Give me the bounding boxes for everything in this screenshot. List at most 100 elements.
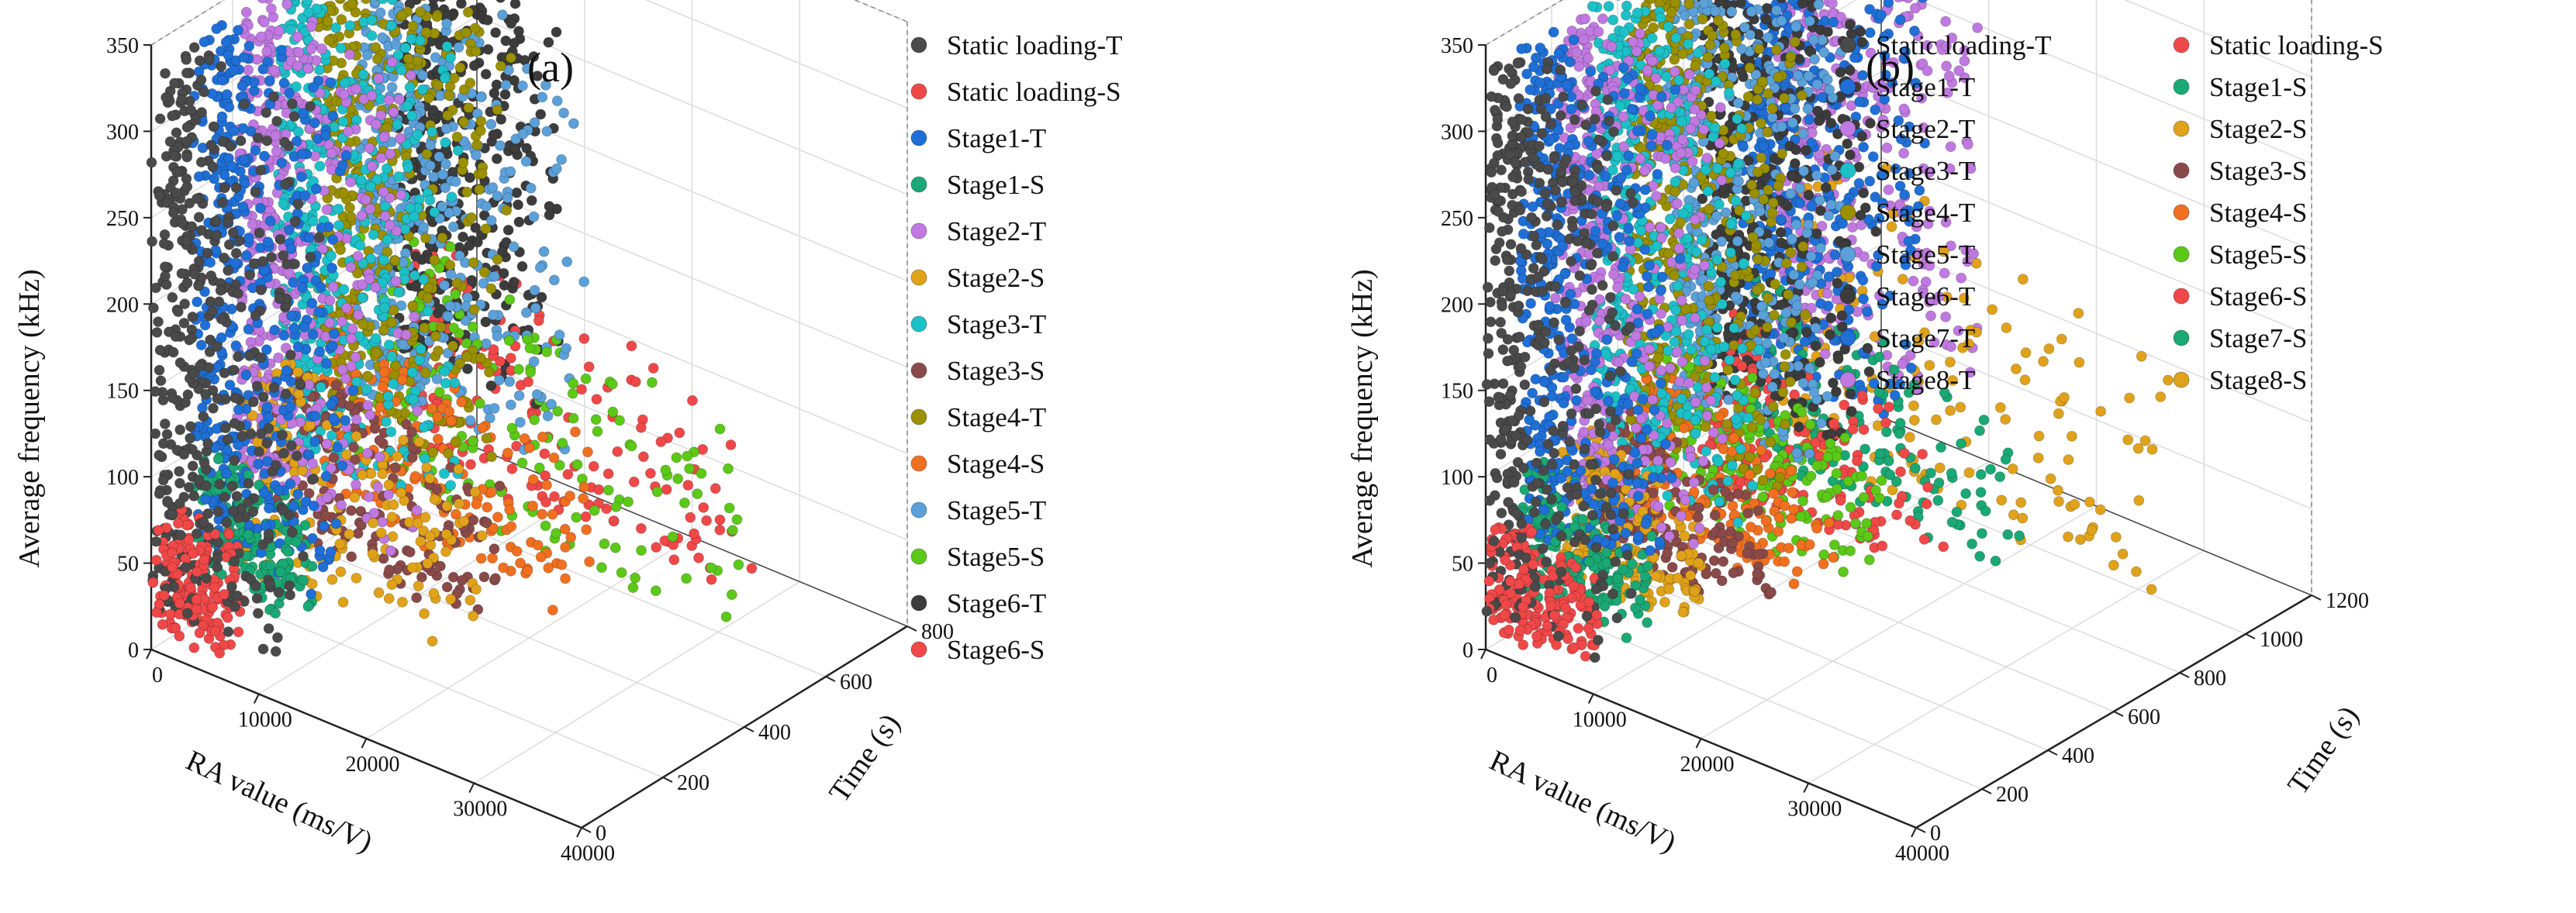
- data-point: [167, 110, 178, 122]
- data-point: [384, 219, 395, 231]
- data-point: [371, 53, 383, 65]
- data-point: [194, 627, 205, 639]
- data-point: [387, 0, 398, 5]
- data-point: [230, 340, 242, 351]
- data-point: [278, 448, 290, 459]
- data-point: [261, 107, 272, 119]
- data-point: [614, 415, 625, 426]
- data-point: [542, 410, 554, 422]
- data-point: [469, 486, 481, 498]
- data-point: [213, 296, 225, 308]
- data-point: [361, 0, 371, 5]
- data-point: [155, 375, 167, 387]
- data-point: [504, 504, 515, 515]
- data-point: [2155, 391, 2167, 402]
- data-point: [176, 94, 188, 105]
- data-point: [313, 306, 325, 318]
- data-point: [517, 80, 528, 91]
- data-point: [2007, 463, 2018, 474]
- data-point: [502, 447, 513, 459]
- data-point: [185, 421, 196, 432]
- data-point: [398, 435, 409, 446]
- data-point: [1908, 400, 1919, 412]
- legend-label: Static loading-T: [947, 30, 1122, 60]
- data-point: [200, 388, 212, 400]
- data-point: [612, 446, 623, 457]
- data-point: [225, 140, 237, 152]
- data-point: [207, 161, 219, 173]
- data-point: [450, 288, 461, 300]
- data-point: [382, 391, 394, 402]
- data-point: [372, 481, 384, 493]
- data-point: [496, 0, 506, 3]
- data-point: [509, 74, 520, 86]
- data-point: [696, 468, 707, 479]
- data-point: [476, 530, 488, 542]
- y-tick-label: 600: [840, 670, 872, 694]
- data-point: [412, 129, 423, 140]
- data-point: [269, 324, 281, 336]
- data-point: [385, 426, 397, 437]
- data-point: [1828, 16, 1839, 28]
- data-point: [481, 432, 492, 444]
- data-point: [425, 140, 437, 151]
- data-point: [327, 281, 339, 293]
- data-point: [596, 562, 607, 574]
- data-point: [158, 590, 170, 601]
- data-point: [491, 79, 502, 91]
- data-point: [378, 553, 389, 564]
- data-point: [199, 457, 210, 468]
- data-point: [223, 626, 234, 637]
- data-point: [271, 115, 283, 127]
- data-point: [482, 14, 493, 26]
- data-point: [509, 143, 521, 154]
- data-point: [509, 0, 521, 9]
- data-point: [2000, 414, 2011, 425]
- data-point: [181, 122, 193, 133]
- box-edge: [150, 0, 226, 46]
- data-point: [195, 74, 207, 85]
- data-point: [485, 380, 497, 391]
- data-point: [298, 575, 309, 586]
- data-point: [581, 524, 592, 536]
- y-tick-mark: [825, 676, 836, 682]
- data-point: [350, 479, 361, 491]
- data-point: [336, 14, 347, 26]
- data-point: [240, 6, 252, 18]
- data-point: [306, 43, 317, 55]
- data-point: [171, 127, 182, 139]
- data-point: [285, 589, 296, 601]
- data-point: [426, 403, 438, 415]
- data-point: [458, 515, 470, 527]
- data-point: [540, 497, 551, 508]
- data-point: [725, 439, 737, 450]
- data-point: [255, 428, 267, 439]
- data-point: [440, 136, 451, 148]
- data-point: [371, 119, 382, 130]
- data-point: [337, 315, 347, 327]
- data-point: [599, 538, 610, 550]
- data-point: [368, 229, 379, 240]
- data-point: [354, 239, 366, 251]
- z-tick-label: 100: [106, 466, 139, 490]
- data-point: [478, 267, 490, 278]
- data-point: [191, 594, 202, 605]
- x-tick-label: 40000: [561, 842, 615, 866]
- data-point: [376, 516, 388, 528]
- data-point: [344, 49, 355, 60]
- legend-label: Stage4-T: [947, 402, 1046, 432]
- data-point: [191, 193, 202, 205]
- data-point: [413, 581, 424, 591]
- data-point: [360, 194, 371, 205]
- data-point: [199, 554, 210, 566]
- data-point: [651, 542, 662, 553]
- data-point: [350, 430, 362, 442]
- data-point: [494, 374, 505, 386]
- data-point: [238, 52, 250, 63]
- data-point: [193, 280, 205, 291]
- data-point: [276, 44, 287, 56]
- data-point: [205, 140, 217, 151]
- data-point: [2001, 322, 2012, 333]
- data-point: [364, 143, 375, 153]
- data-point: [714, 423, 726, 435]
